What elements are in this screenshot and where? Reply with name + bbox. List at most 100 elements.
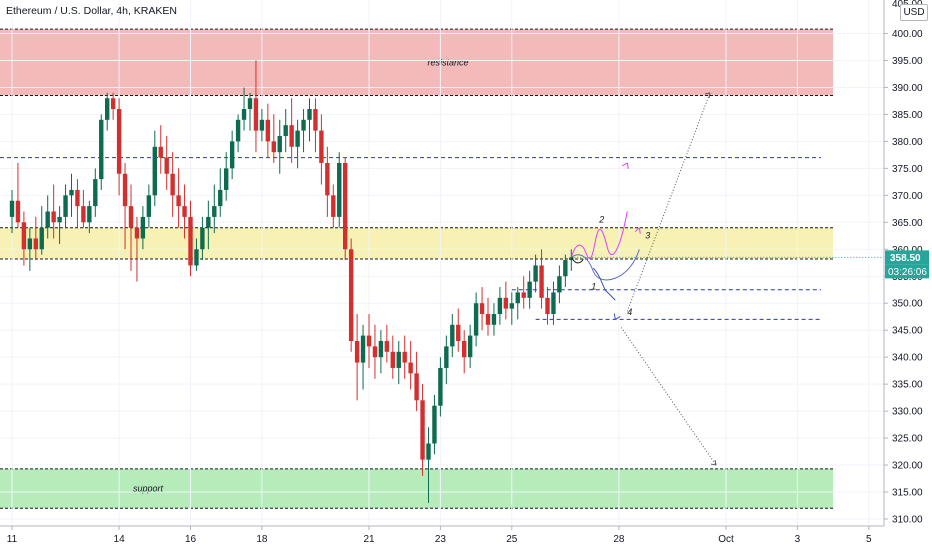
y-tick-label: 380.00	[892, 137, 923, 148]
candle-body	[81, 206, 86, 223]
candle-body	[402, 351, 407, 363]
candle-body	[521, 292, 526, 298]
y-tick-label: 315.00	[892, 488, 923, 499]
candle-body	[343, 162, 348, 250]
candle-body	[116, 109, 122, 174]
candle-body	[241, 109, 247, 120]
candle-body	[313, 109, 318, 131]
candle-body	[27, 238, 33, 250]
candle-body	[408, 362, 413, 374]
y-tick-label: 395.00	[892, 56, 923, 67]
y-tick-label: 360.00	[892, 245, 923, 256]
candle-body	[87, 206, 92, 223]
candle-body	[331, 195, 336, 217]
candle-body	[491, 314, 497, 325]
candle-body	[426, 443, 431, 460]
scenario-path-3	[571, 249, 640, 281]
candle-body	[384, 340, 390, 352]
candle-body	[152, 146, 157, 196]
candle-body	[569, 257, 574, 261]
candle-body	[360, 335, 366, 363]
currency-badge[interactable]: USD	[900, 4, 928, 21]
candle-body	[515, 292, 520, 304]
scenario-arrow-3	[634, 227, 641, 234]
candle-body	[45, 211, 50, 228]
candle-body	[485, 314, 491, 325]
y-tick-label: 350.00	[892, 299, 923, 310]
candle-body	[372, 346, 378, 358]
candle-body	[122, 173, 128, 207]
x-tick-label: 23	[435, 534, 447, 545]
candle-body	[110, 98, 116, 110]
candle-body	[253, 98, 259, 131]
candle-body	[99, 119, 104, 180]
y-tick-label: 370.00	[892, 191, 923, 202]
candle-body	[15, 200, 21, 223]
candle-body	[545, 297, 550, 315]
candle-body	[354, 340, 360, 363]
candle-body	[212, 206, 217, 217]
candle-body	[57, 216, 62, 223]
candle-body	[259, 119, 265, 131]
candle-body	[140, 216, 146, 239]
candle-body	[39, 227, 44, 250]
candle-body	[301, 119, 306, 131]
candle-body	[539, 265, 544, 298]
candle-body	[229, 141, 235, 169]
candle-body	[378, 340, 384, 358]
candle-body	[63, 195, 68, 217]
candle-body	[277, 135, 282, 153]
zones-layer: resistance support	[0, 28, 833, 509]
candle-body	[21, 222, 27, 250]
y-tick-label: 365.00	[892, 218, 923, 229]
scenario-path-1	[570, 257, 584, 264]
x-tick-label: 28	[613, 534, 625, 545]
x-tick-label: Oct	[718, 534, 734, 545]
y-tick-label: 330.00	[892, 407, 923, 418]
target-arrow-up	[704, 92, 711, 98]
y-tick-label: 385.00	[892, 110, 923, 121]
scenario-arrow-4	[613, 313, 621, 320]
candle-body	[450, 324, 455, 347]
candle-body	[396, 351, 401, 368]
candle-body	[33, 238, 38, 250]
candle-body	[473, 303, 479, 336]
x-tick-label: 11	[7, 534, 18, 545]
candle-body	[337, 162, 342, 217]
levels-layer	[0, 157, 884, 320]
candle-body	[467, 335, 473, 358]
candle-body	[497, 297, 503, 315]
x-tick-label: 14	[114, 534, 126, 545]
candle-body	[456, 324, 461, 341]
candle-body	[283, 125, 288, 136]
scenario-label-3: 3	[645, 230, 650, 240]
candle-body	[533, 265, 538, 282]
target-arrow-down	[710, 459, 717, 466]
candle-body	[271, 141, 276, 153]
last-price-value: 358.50	[890, 253, 921, 264]
scenario-path-2	[570, 211, 628, 259]
y-tick-label: 335.00	[892, 380, 923, 391]
scenario-path-4	[592, 267, 616, 301]
candles-layer	[9, 60, 574, 503]
x-tick-label: 25	[506, 534, 518, 545]
candle-body	[146, 195, 152, 217]
target-line-down	[620, 327, 717, 466]
candle-body	[224, 168, 229, 190]
candle-body	[200, 227, 205, 250]
y-tick-label: 310.00	[892, 515, 923, 526]
candle-body	[438, 367, 443, 406]
y-tick-label: 345.00	[892, 326, 923, 337]
x-tick-label: 16	[185, 534, 197, 545]
y-tick-label: 325.00	[892, 434, 923, 445]
scenario-label-4: 4	[627, 307, 632, 317]
candle-body	[390, 351, 395, 368]
candle-body	[348, 249, 354, 341]
candle-body	[218, 189, 223, 207]
candle-body	[158, 146, 163, 158]
y-tick-label: 320.00	[892, 461, 923, 472]
candle-body	[319, 130, 324, 163]
candle-body	[366, 335, 372, 347]
